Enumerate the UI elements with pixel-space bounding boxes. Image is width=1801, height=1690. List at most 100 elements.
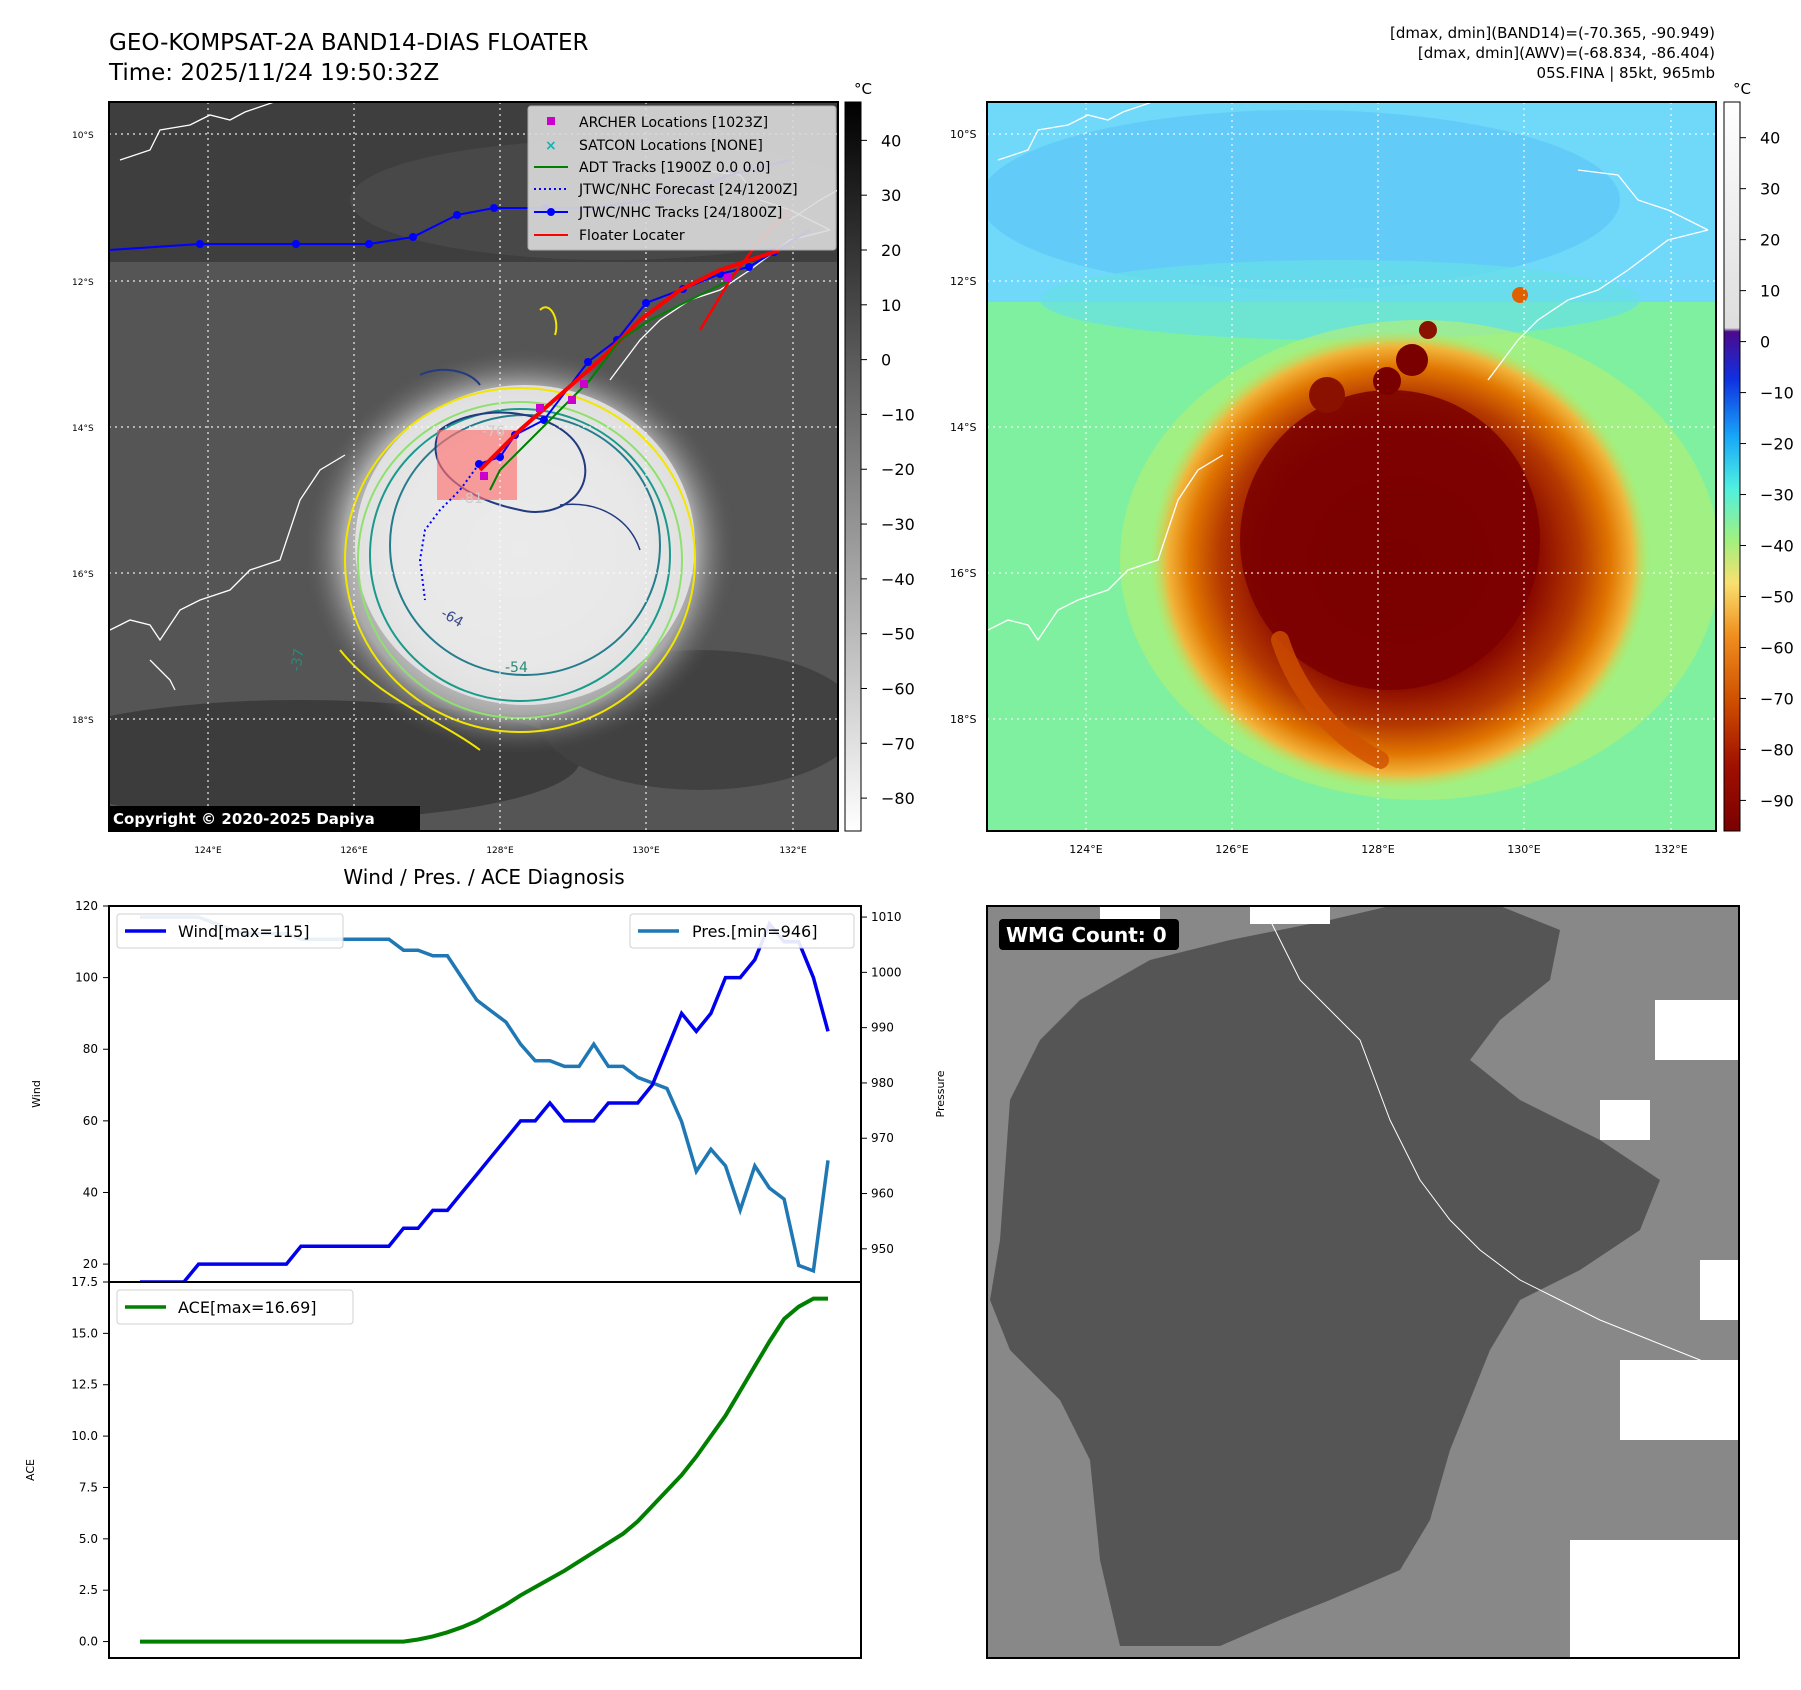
contour-label-2: -81 <box>460 491 483 507</box>
colorbar-left-tick-label: 40 <box>881 131 901 150</box>
title-line-1: GEO-KOMPSAT-2A BAND14-DIAS FLOATER <box>109 30 589 56</box>
contour-yellow <box>344 387 696 733</box>
ace-ytick-label: 0.0 <box>79 1635 98 1649</box>
colorbar-right-tick-label: −10 <box>1760 384 1794 403</box>
ace-series-line <box>140 1296 828 1644</box>
ace-ytick-label: 17.5 <box>71 1275 98 1289</box>
wind-ytick-label: 20 <box>83 1257 98 1271</box>
colorbar-left: °C 40 30 20 10 0 −10 −20 −30 −40 −50 −60 −70 −80 <box>844 80 915 832</box>
ace-legend: ACE[max=16.69] <box>116 1289 354 1325</box>
contour-teal <box>369 408 671 702</box>
wind-legend-label: Wind[max=115] <box>178 922 310 941</box>
lat-label: 12°S <box>72 278 94 288</box>
colorbar-left-tick-label: −40 <box>881 570 915 589</box>
contour-label-1: -76 <box>482 424 505 440</box>
ace-ytick-label: 2.5 <box>79 1583 98 1597</box>
wind-series-line <box>140 920 830 1284</box>
color-map-panel: 10°S 12°S 14°S 16°S 18°S 124°E 126°E 128… <box>950 101 1717 856</box>
wind-ytick-label: 80 <box>83 1042 98 1056</box>
wind-axis-label: Wind <box>30 1080 43 1108</box>
ace-ytick-label: 12.5 <box>71 1378 98 1392</box>
pressure-ytick-label: 980 <box>871 1076 894 1090</box>
colorbar-right-unit: °C <box>1733 80 1751 98</box>
ace-ytick-label: 10.0 <box>71 1429 98 1443</box>
wmg-panel: WMG Count: 0 <box>986 905 1740 1659</box>
legend-floater: Floater Locater <box>579 228 685 244</box>
colorbar-left-tick-label: −10 <box>881 405 915 424</box>
colorbar-left-tick-label: 30 <box>881 186 901 205</box>
pressure-legend: Pres.[min=946] <box>629 913 855 949</box>
lat-label: 14°S <box>950 421 976 434</box>
colorbar-left-tick-label: −80 <box>881 789 915 808</box>
pressure-ytick-label: 960 <box>871 1187 894 1201</box>
colorbar-left-tick-label: −50 <box>881 625 915 644</box>
colorbar-right-tick-label: −20 <box>1760 435 1794 454</box>
contour-label-4: -54 <box>505 660 528 676</box>
pressure-ytick-label: 1000 <box>871 965 902 979</box>
legend-forecast: JTWC/NHC Forecast [24/1200Z] <box>578 182 798 198</box>
lat-label: 10°S <box>950 128 976 141</box>
adt-track-line <box>489 279 731 491</box>
pressure-ytick-label: 990 <box>871 1021 894 1035</box>
colorbar-left-tick-label: 20 <box>881 241 901 260</box>
wind-legend: Wind[max=115] <box>116 913 344 949</box>
wind-ytick-label: 100 <box>75 971 98 985</box>
ace-axis-label: ACE <box>24 1459 37 1481</box>
pressure-ytick-label: 1010 <box>871 910 902 924</box>
lat-label: 10°S <box>72 131 94 141</box>
contour-label-5: -37 <box>288 647 308 672</box>
colorbar-right-tick-label: −40 <box>1760 537 1794 556</box>
lat-label: 12°S <box>950 275 976 288</box>
colorbar-right-tick-label: 0 <box>1760 333 1770 352</box>
satcon-legend-marker: × <box>545 138 557 154</box>
diagnosis-title: Wind / Pres. / ACE Diagnosis <box>343 865 624 889</box>
colorbar-right-tick-label: −80 <box>1760 740 1794 759</box>
pressure-ytick-label: 950 <box>871 1242 894 1256</box>
legend-tracks: JTWC/NHC Tracks [24/1800Z] <box>578 205 782 221</box>
wmg-count-badge <box>999 919 1179 950</box>
pressure-axis-label: Pressure <box>934 1070 947 1117</box>
lat-label: 18°S <box>72 716 94 726</box>
colorbar-right-tick-label: −90 <box>1760 791 1794 810</box>
lon-label: 126°E <box>1215 843 1248 856</box>
map-legend: ARCHER Locations [1023Z] × SATCON Locati… <box>527 105 837 251</box>
ace-ytick-label: 7.5 <box>79 1480 98 1494</box>
lon-label: 128°E <box>1361 843 1394 856</box>
ir-map-panel: -76 -81 -64 -54 -37 Copyright © 2020-202… <box>72 101 839 856</box>
lon-label: 128°E <box>486 846 514 856</box>
colorbar-left-unit: °C <box>854 80 872 98</box>
colorbar-right-tick-label: 40 <box>1760 129 1780 148</box>
ace-chart: 0.0 2.5 5.0 7.5 10.0 12.5 15.0 17.5 ACE ACE[max… <box>24 1275 862 1659</box>
ace-ytick-label: 5.0 <box>79 1532 98 1546</box>
title-line-2: Time: 2025/11/24 19:50:32Z <box>108 60 439 86</box>
colorbar-left-tick-label: −60 <box>881 679 915 698</box>
legend-satcon: SATCON Locations [NONE] <box>579 138 763 154</box>
copyright-box <box>109 806 420 830</box>
lon-label: 130°E <box>1507 843 1540 856</box>
wind-ytick-label: 40 <box>83 1185 98 1199</box>
info-line-1: [dmax, dmin](BAND14)=(-70.365, -90.949) <box>1390 24 1715 42</box>
lon-label: 126°E <box>340 846 368 856</box>
contour-lightgreen <box>357 401 683 719</box>
lon-label: 132°E <box>779 846 807 856</box>
lat-label: 16°S <box>72 570 94 580</box>
info-line-2: [dmax, dmin](AWV)=(-68.834, -86.404) <box>1418 44 1715 62</box>
colorbar-left-tick-label: 10 <box>881 296 901 315</box>
wmg-dark-region <box>990 906 1660 1646</box>
colorbar-left-tick-label: −30 <box>881 515 915 534</box>
info-line-3: 05S.FINA | 85kt, 965mb <box>1537 64 1715 82</box>
lon-label: 124°E <box>1069 843 1102 856</box>
pressure-ytick-label: 970 <box>871 1131 894 1145</box>
legend-adt: ADT Tracks [1900Z 0.0 0.0] <box>579 160 770 176</box>
colorbar-right-tick-label: −60 <box>1760 638 1794 657</box>
wmg-count-label: WMG Count: 0 <box>1006 923 1167 947</box>
wind-ytick-label: 120 <box>75 899 98 913</box>
lat-label: 14°S <box>72 424 94 434</box>
colorbar-right-tick-label: 20 <box>1760 231 1780 250</box>
pressure-legend-label: Pres.[min=946] <box>692 922 817 941</box>
colorbar-right: °C 40 30 20 10 0 −10 −20 −30 −40 −50 −60 −70 −80 −90 <box>1723 80 1794 832</box>
colorbar-right-tick-label: −30 <box>1760 486 1794 505</box>
colorbar-right-tick-label: 10 <box>1760 282 1780 301</box>
jtwc-forecast-line <box>418 463 480 601</box>
colorbar-left-tick-label: −20 <box>881 460 915 479</box>
